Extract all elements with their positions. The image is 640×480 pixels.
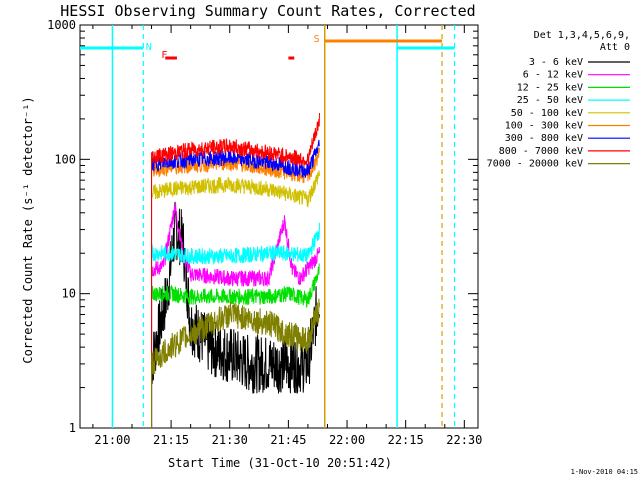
legend-label: 50 - 100 keV: [511, 108, 583, 119]
legend-label: 25 - 50 keV: [517, 95, 583, 106]
legend-label: 800 - 7000 keV: [499, 146, 583, 157]
x-tick-label: 21:00: [94, 433, 130, 447]
legend-label: 300 - 800 keV: [505, 133, 583, 144]
plot-area: 21:00 21:15 21:30 21:45 22:00 22:15 22:30 1 10 10…: [47, 18, 482, 447]
chart-title: HESSI Observing Summary Count Rates, Cor…: [60, 2, 475, 20]
series-line: [151, 298, 320, 375]
series-line: [151, 112, 320, 167]
flag-label: S: [314, 34, 320, 45]
y-tick-label: 10: [62, 287, 76, 301]
x-tick-label: 22:00: [329, 433, 365, 447]
legend-label: 12 - 25 keV: [517, 82, 583, 93]
generated-date: 1-Nov-2010 04:15: [571, 468, 638, 476]
plot-frame: [79, 24, 479, 429]
y-tick-label: 1000: [47, 18, 76, 32]
series-line: [151, 263, 320, 308]
x-tick-label: 21:45: [270, 433, 306, 447]
legend-label: 3 - 6 keV: [529, 57, 583, 68]
legend-label: 7000 - 20000 keV: [487, 159, 583, 170]
legend: Det 1,3,4,5,6,9, Att 0 3 - 6 keV 6 - 12 k…: [487, 30, 630, 170]
x-tick-label: 22:15: [388, 433, 424, 447]
y-tick-label: 100: [54, 152, 76, 166]
legend-label: 100 - 300 keV: [505, 121, 583, 132]
x-axis-label: Start Time (31-Oct-10 20:51:42): [168, 456, 392, 470]
x-tick-label: 21:30: [212, 433, 248, 447]
y-axis-label: Corrected Count Rate (s⁻¹ detector⁻¹): [21, 96, 35, 363]
legend-label: 6 - 12 keV: [523, 70, 583, 81]
series-line: [151, 222, 320, 265]
legend-title-line-2: Att 0: [600, 42, 630, 53]
series-line: [151, 203, 320, 288]
y-tick-label: 1: [69, 421, 76, 435]
legend-title-line-1: Det 1,3,4,5,6,9,: [534, 30, 630, 41]
series-line: [151, 139, 320, 178]
flag-label: N: [146, 42, 152, 53]
series-line: [151, 170, 320, 208]
x-tick-label: 22:30: [446, 433, 482, 447]
x-tick-label: 21:15: [153, 433, 189, 447]
flag-label: F: [161, 50, 167, 61]
